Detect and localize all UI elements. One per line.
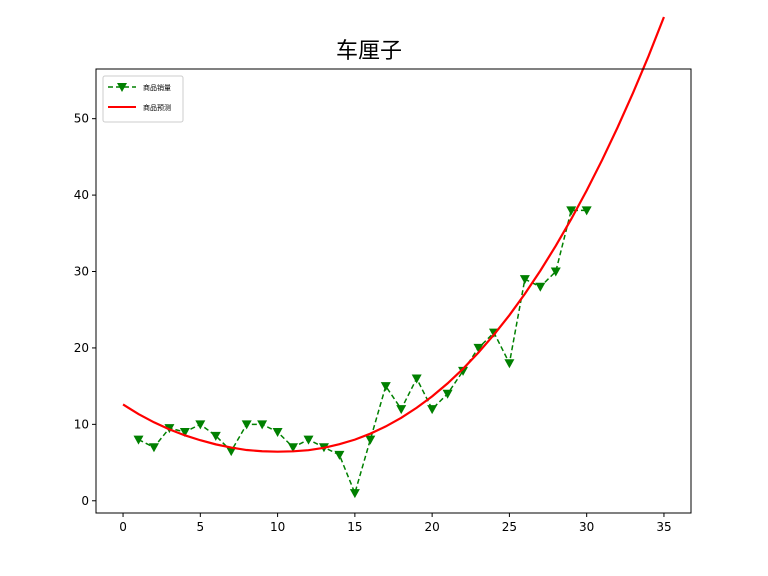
y-tick-label: 10 — [74, 417, 89, 431]
legend-label-forecast: 商品预测 — [143, 103, 171, 112]
y-tick-label: 40 — [74, 188, 89, 202]
x-tick-label: 10 — [270, 520, 285, 534]
data-point — [257, 420, 267, 429]
data-point — [350, 489, 360, 498]
legend: 商品销量 商品预测 — [103, 76, 183, 122]
x-tick-label: 20 — [424, 520, 439, 534]
data-point — [365, 436, 375, 445]
x-tick-label: 15 — [347, 520, 362, 534]
chart-title: 车厘子 — [336, 39, 402, 64]
x-tick-label: 35 — [656, 520, 671, 534]
data-point — [381, 382, 391, 391]
x-tick-label: 5 — [196, 520, 204, 534]
plot-frame — [96, 69, 691, 513]
legend-label-sales: 商品销量 — [143, 83, 171, 92]
plot-area — [123, 17, 664, 498]
x-axis: 0 5 10 15 20 25 30 35 — [119, 513, 671, 534]
data-point — [242, 420, 252, 429]
data-point — [443, 390, 453, 399]
y-tick-label: 20 — [74, 341, 89, 355]
y-tick-label: 0 — [81, 494, 89, 508]
x-tick-label: 25 — [502, 520, 517, 534]
data-point — [504, 359, 514, 368]
series-line-0 — [139, 210, 587, 493]
x-tick-label: 30 — [579, 520, 594, 534]
y-axis: 0 10 20 30 40 50 — [74, 112, 96, 508]
y-tick-label: 30 — [74, 265, 89, 279]
data-point — [412, 375, 422, 384]
data-point — [396, 405, 406, 414]
data-point — [520, 275, 530, 284]
x-tick-label: 0 — [119, 520, 127, 534]
data-point — [334, 451, 344, 460]
data-point — [195, 420, 205, 429]
data-point — [304, 436, 314, 445]
series-line-1 — [123, 17, 664, 452]
data-point — [535, 283, 545, 292]
legend-box — [103, 76, 183, 122]
data-point — [427, 405, 437, 414]
y-tick-label: 50 — [74, 112, 89, 126]
data-point — [134, 436, 144, 445]
data-point — [149, 443, 159, 452]
